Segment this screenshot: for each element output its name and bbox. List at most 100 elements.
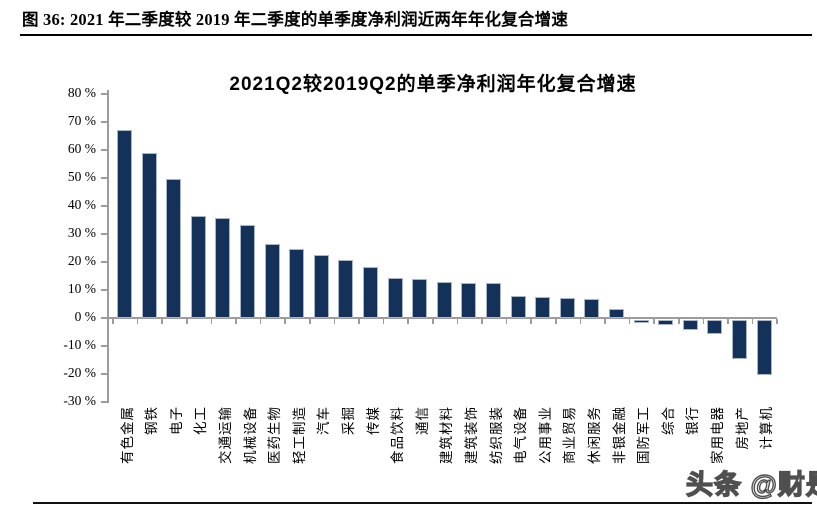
y-tick-mark bbox=[101, 205, 107, 207]
bar bbox=[682, 320, 698, 331]
category-label: 交通运输 bbox=[217, 406, 233, 464]
bar bbox=[510, 295, 526, 318]
x-tick-mark bbox=[653, 319, 655, 324]
y-axis-line bbox=[107, 90, 109, 403]
category-label: 休闲服务 bbox=[586, 406, 602, 464]
bar bbox=[363, 266, 378, 318]
y-tick-label: 10 % bbox=[67, 281, 96, 296]
x-tick-mark bbox=[628, 319, 631, 324]
y-tick-label: 50 % bbox=[67, 169, 96, 184]
y-tick-label: 80 % bbox=[67, 85, 96, 100]
y-tick-label: 70 % bbox=[67, 113, 96, 128]
category-label: 国防军工 bbox=[636, 406, 652, 464]
x-axis-line bbox=[107, 317, 777, 319]
bar bbox=[609, 308, 624, 318]
category-label: 食品饮料 bbox=[390, 406, 406, 464]
x-tick-mark bbox=[284, 319, 286, 324]
category-label: 机械设备 bbox=[242, 406, 258, 464]
category-label: 通信 bbox=[414, 406, 430, 435]
bar bbox=[289, 248, 305, 318]
bar bbox=[166, 179, 182, 318]
bottom-rule bbox=[33, 502, 812, 504]
y-tick-mark bbox=[101, 317, 107, 319]
x-tick-mark bbox=[481, 319, 483, 324]
category-label: 房地产 bbox=[734, 406, 750, 450]
bar bbox=[313, 255, 329, 318]
x-tick-mark bbox=[382, 319, 385, 324]
caption-divider bbox=[20, 34, 812, 36]
bar bbox=[461, 283, 477, 318]
bar bbox=[658, 320, 674, 326]
x-tick-mark bbox=[259, 319, 262, 324]
x-tick-mark bbox=[751, 319, 754, 324]
bar bbox=[117, 130, 132, 318]
x-tick-mark bbox=[579, 319, 582, 324]
category-label: 计算机 bbox=[759, 406, 775, 450]
bar bbox=[412, 279, 428, 318]
category-label: 电气设备 bbox=[513, 406, 529, 464]
y-tick-label: -20 % bbox=[63, 365, 96, 380]
y-tick-label: 40 % bbox=[67, 197, 96, 212]
x-tick-mark bbox=[235, 319, 237, 324]
y-tick-mark bbox=[101, 93, 107, 95]
category-label: 公用事业 bbox=[537, 406, 553, 464]
x-tick-mark bbox=[309, 319, 311, 324]
y-tick-mark bbox=[101, 289, 107, 291]
x-tick-mark bbox=[186, 319, 188, 324]
category-label: 非银金融 bbox=[611, 406, 627, 464]
y-tick-label: 30 % bbox=[67, 225, 96, 240]
bar bbox=[707, 320, 723, 334]
category-label: 采掘 bbox=[340, 406, 356, 435]
bar bbox=[215, 218, 231, 318]
category-label: 银行 bbox=[685, 406, 701, 435]
x-tick-mark bbox=[407, 319, 409, 324]
bar bbox=[387, 277, 403, 318]
category-label: 钢铁 bbox=[144, 406, 160, 435]
y-tick-mark bbox=[101, 233, 107, 235]
bar bbox=[436, 282, 452, 318]
bar bbox=[338, 259, 354, 318]
x-tick-mark bbox=[136, 319, 139, 324]
y-tick-mark bbox=[101, 345, 107, 347]
x-tick-mark bbox=[432, 319, 434, 324]
y-tick-label: -10 % bbox=[63, 337, 96, 352]
category-label: 医药生物 bbox=[267, 406, 283, 464]
y-tick-label: 0 % bbox=[74, 309, 96, 324]
x-tick-mark bbox=[112, 319, 114, 324]
category-label: 建筑材料 bbox=[439, 406, 455, 464]
figure-caption: 图 36: 2021 年二季度较 2019 年二季度的单季度净利润近两年年化复合… bbox=[22, 10, 569, 29]
x-tick-mark bbox=[456, 319, 459, 324]
x-tick-mark bbox=[530, 319, 532, 324]
category-label: 轻工制造 bbox=[291, 406, 307, 464]
bar bbox=[486, 283, 501, 318]
bar bbox=[756, 320, 772, 376]
x-tick-mark bbox=[702, 319, 705, 324]
category-label: 家用电器 bbox=[709, 406, 725, 464]
y-tick-label: 60 % bbox=[67, 141, 96, 156]
x-tick-mark bbox=[358, 319, 360, 324]
x-tick-mark bbox=[555, 319, 557, 324]
category-label: 化工 bbox=[193, 406, 209, 435]
bar bbox=[535, 297, 551, 318]
category-label: 传媒 bbox=[365, 406, 381, 435]
y-tick-mark bbox=[101, 149, 107, 151]
category-label: 商业贸易 bbox=[562, 406, 578, 464]
category-label: 建筑装饰 bbox=[463, 406, 479, 464]
category-label: 有色金属 bbox=[119, 406, 135, 464]
y-tick-mark bbox=[101, 177, 107, 179]
x-tick-mark bbox=[505, 319, 508, 324]
x-tick-mark bbox=[210, 319, 213, 324]
y-tick-mark bbox=[101, 401, 107, 403]
x-tick-mark bbox=[333, 319, 336, 324]
category-label: 纺织服装 bbox=[488, 406, 504, 464]
bar bbox=[559, 297, 575, 318]
category-label: 电子 bbox=[168, 406, 184, 435]
plot-area bbox=[101, 90, 778, 403]
category-label: 综合 bbox=[660, 406, 676, 435]
x-tick-mark bbox=[727, 319, 729, 324]
watermark: 头条 @财是 bbox=[685, 469, 817, 500]
y-tick-label: -30 % bbox=[63, 393, 96, 408]
bar bbox=[240, 225, 255, 318]
x-tick-mark bbox=[678, 319, 680, 324]
